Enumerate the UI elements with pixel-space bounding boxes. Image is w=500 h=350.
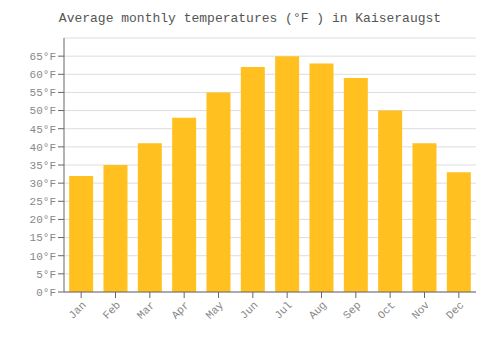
- svg-text:25°F: 25°F: [30, 196, 56, 208]
- html-text:Average monthly temperatures (: Average monthly temperatures (°F ) in Ka…: [58, 11, 442, 26]
- svg-text:Nov: Nov: [410, 299, 433, 322]
- svg-text:55°F: 55°F: [30, 87, 56, 99]
- svg-text:Jun: Jun: [238, 299, 260, 321]
- svg-text:Mar: Mar: [135, 299, 157, 321]
- svg-text:Feb: Feb: [101, 299, 123, 321]
- svg-text:65°F: 65°F: [30, 51, 56, 63]
- svg-text:May: May: [204, 299, 227, 322]
- svg-text:20°F: 20°F: [30, 214, 56, 226]
- svg-text:Dec: Dec: [444, 299, 466, 321]
- svg-text:50°F: 50°F: [30, 105, 56, 117]
- svg-text:40°F: 40°F: [30, 142, 56, 154]
- svg-text:Jan: Jan: [66, 299, 88, 321]
- svg-text:Oct: Oct: [375, 299, 397, 321]
- svg-text:60°F: 60°F: [30, 69, 56, 81]
- svg-text:Aug: Aug: [307, 299, 329, 321]
- svg-text:15°F: 15°F: [30, 232, 56, 244]
- svg-text:30°F: 30°F: [30, 178, 56, 190]
- svg-text:5°F: 5°F: [36, 269, 56, 281]
- svg-text:Sep: Sep: [341, 299, 363, 321]
- svg-text:Jul: Jul: [272, 299, 294, 321]
- svg-text:45°F: 45°F: [30, 124, 56, 136]
- svg-text:10°F: 10°F: [30, 251, 56, 263]
- svg-text:0°F: 0°F: [36, 287, 56, 299]
- svg-text:Apr: Apr: [169, 299, 191, 321]
- svg-text:35°F: 35°F: [30, 160, 56, 172]
